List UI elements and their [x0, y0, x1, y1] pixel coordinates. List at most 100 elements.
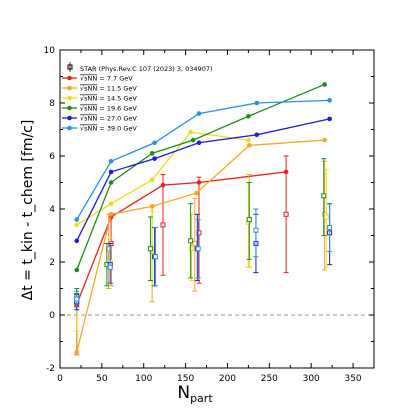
model-point [196, 180, 202, 185]
y-tick-label: 6 [49, 152, 55, 162]
legend-marker [67, 105, 72, 111]
model-point [322, 82, 327, 87]
legend-marker [67, 115, 72, 121]
legend-energy-symbol: √sNN [80, 125, 97, 133]
model-point [108, 212, 114, 217]
x-tick-label: 300 [303, 374, 320, 384]
x-tick-label: 350 [344, 374, 361, 384]
star-data-point [253, 227, 259, 233]
series-2 [74, 129, 329, 332]
model-point [283, 169, 289, 175]
model-point [152, 156, 157, 161]
x-tick-label: 200 [219, 374, 236, 384]
legend-energy-value: = 19.6 GeV [97, 105, 137, 113]
model-point [108, 201, 114, 206]
x-axis-label-sub: part [190, 392, 213, 405]
model-line [76, 118, 330, 242]
legend-energy-value: = 39.0 GeV [97, 125, 137, 133]
series-3 [74, 82, 327, 308]
model-point [149, 151, 155, 156]
model-point [246, 113, 251, 119]
model-point [74, 217, 80, 222]
y-axis-label: Δt = t_kin - t_chem [fm/c] [20, 120, 36, 301]
star-data-point [192, 240, 198, 246]
model-point [108, 159, 114, 164]
star-data-point [160, 222, 166, 228]
model-point [160, 182, 166, 188]
model-point [74, 267, 80, 273]
x-tick-label: 50 [96, 374, 108, 384]
star-data-point [246, 217, 252, 223]
legend-marker [67, 75, 72, 81]
model-point [108, 180, 114, 185]
model-point [246, 137, 251, 143]
star-data-point [283, 211, 289, 217]
model-point [188, 129, 193, 135]
model-point [194, 190, 199, 196]
model-point [190, 137, 196, 143]
star-data-point [152, 254, 158, 260]
model-point [74, 222, 80, 228]
y-tick-label: 10 [44, 46, 56, 56]
legend-label: √sNN = 11.5 GeV [80, 85, 137, 93]
model-point [196, 140, 202, 146]
y-tick-label: 4 [49, 205, 55, 215]
x-tick-label: 250 [261, 374, 278, 384]
model-point [327, 98, 332, 103]
x-axis-label-main: N [177, 383, 190, 403]
model-point [196, 111, 202, 116]
legend-energy-value: = 11.5 GeV [97, 85, 137, 93]
star-data-point [323, 214, 329, 220]
legend-energy-symbol: √sNN [80, 85, 97, 93]
star-data-point [147, 246, 153, 252]
legend-energy-value: = 7.7 GeV [97, 75, 133, 83]
star-data-point [327, 225, 333, 231]
legend-marker [67, 85, 72, 91]
y-tick-label: 0 [49, 311, 55, 321]
star-data-point [107, 264, 113, 270]
model-point [108, 169, 114, 175]
legend-energy-symbol: √sNN [80, 75, 97, 83]
series-5 [74, 98, 333, 308]
model-point [327, 116, 332, 122]
legend-label: √sNN = 27.0 GeV [80, 115, 137, 123]
model-line [76, 83, 325, 271]
legend-energy-symbol: √sNN [80, 95, 97, 103]
plot-area [60, 82, 374, 356]
y-tick-label: 8 [49, 99, 55, 109]
legend-energy-symbol: √sNN [80, 105, 97, 113]
legend-marker [67, 95, 72, 101]
star-data-point [74, 296, 80, 302]
model-point [149, 204, 155, 209]
x-tick-label: 150 [177, 374, 194, 384]
star-data-point [188, 246, 194, 252]
y-tick-label: 2 [49, 258, 55, 268]
legend-star-label: STAR (Phys.Rev.C 107 (2023) 3, 034907) [80, 65, 213, 73]
y-tick-label: -2 [46, 364, 55, 374]
model-point [74, 349, 80, 355]
model-line [76, 139, 325, 353]
model-point [254, 100, 260, 106]
x-axis-label: Npart [177, 383, 213, 405]
model-line [76, 99, 330, 220]
model-point [254, 132, 260, 138]
legend-label: √sNN = 39.0 GeV [80, 125, 137, 133]
star-data-point [188, 238, 194, 244]
star-data-point [195, 246, 201, 252]
model-point [322, 137, 327, 143]
legend-energy-symbol: √sNN [80, 115, 97, 123]
legend-label: √sNN = 14.5 GeV [80, 95, 137, 103]
model-point [246, 143, 252, 148]
model-point [74, 238, 80, 244]
legend-marker [67, 125, 72, 131]
x-tick-label: 0 [57, 374, 63, 384]
model-point [152, 140, 157, 146]
legend-label: √sNN = 19.6 GeV [80, 105, 137, 113]
model-point [149, 177, 155, 183]
legend: STAR (Phys.Rev.C 107 (2023) 3, 034907) √s… [62, 62, 213, 133]
star-data-point [321, 193, 327, 199]
x-tick-label: 100 [135, 374, 152, 384]
legend-energy-value: = 14.5 GeV [97, 95, 137, 103]
